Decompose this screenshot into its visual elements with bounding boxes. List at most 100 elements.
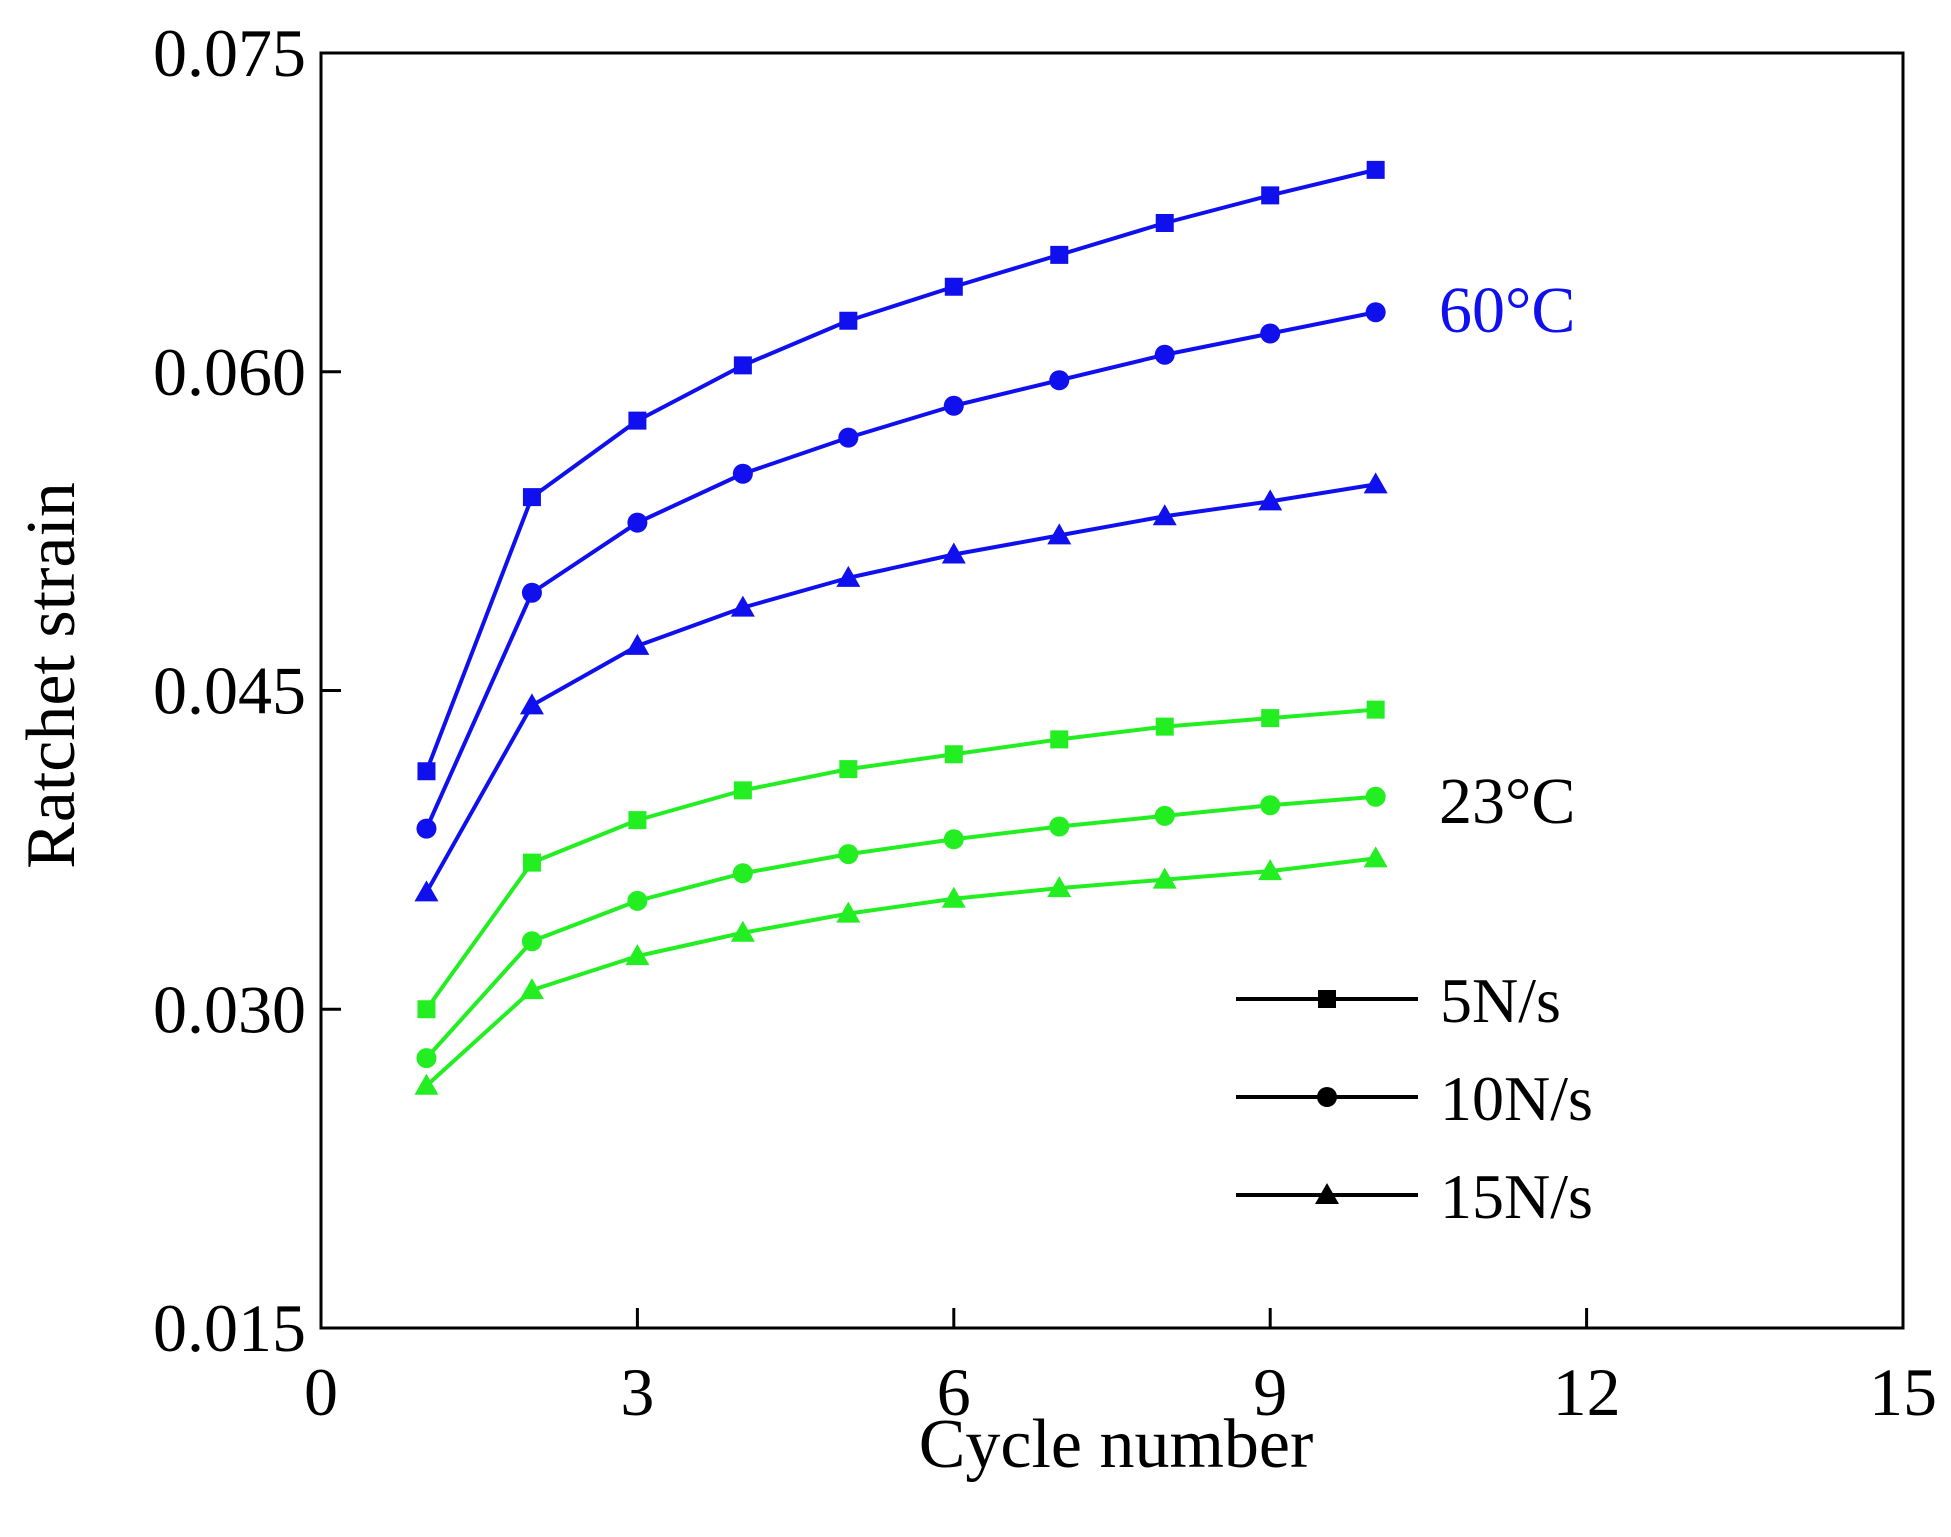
series-line (424, 707, 1376, 1011)
series-5n-s-60-c (417, 160, 1385, 781)
axis-ticks: 0 3 6 9 12 15 0.015 0.030 0.045 0.060 0.075 (153, 15, 1937, 1430)
data-point (625, 944, 650, 966)
series-line (424, 167, 1377, 772)
data-point (1152, 867, 1177, 889)
data-point (838, 427, 859, 448)
data-point (838, 844, 859, 865)
data-point (941, 886, 966, 908)
data-point (627, 512, 648, 533)
legend-item: 15N/s (1236, 1161, 1593, 1232)
data-point (1366, 700, 1385, 719)
data-point (944, 277, 963, 296)
data-point (417, 1000, 436, 1019)
data-point (732, 463, 753, 484)
data-point (1050, 730, 1069, 749)
x-axis-label: Cycle number (919, 1406, 1314, 1483)
data-point (414, 880, 439, 902)
legend-label: 15N/s (1440, 1161, 1593, 1232)
data-point (628, 811, 647, 830)
data-point (416, 818, 437, 839)
data-point (1261, 186, 1280, 205)
temperature-label: 23°C (1439, 765, 1575, 838)
data-point (839, 311, 858, 330)
data-point (1365, 786, 1386, 807)
data-point (627, 890, 648, 911)
data-point (943, 829, 964, 850)
legend: 5N/s 10N/s 15N/s (1236, 965, 1593, 1232)
data-point (519, 978, 544, 1000)
data-point (1049, 816, 1070, 837)
data-point (1363, 846, 1388, 868)
data-point (1261, 709, 1280, 728)
series-10n-s-23-c (416, 786, 1386, 1069)
data-point (522, 853, 541, 872)
legend-marker (1315, 1183, 1339, 1204)
series-15n-s-23-c (414, 846, 1388, 1095)
data-point (733, 356, 752, 375)
x-tick-label: 15 (1869, 1354, 1937, 1430)
data-point (836, 565, 861, 587)
data-point (1154, 805, 1175, 826)
data-point (628, 411, 647, 430)
data-point (839, 760, 858, 779)
data-point (944, 745, 963, 764)
data-point (732, 863, 753, 884)
y-tick-label: 0.060 (153, 334, 306, 410)
x-tick-label: 6 (937, 1354, 971, 1430)
data-point (1365, 302, 1386, 323)
data-point (941, 542, 966, 564)
data-point (414, 1073, 439, 1095)
data-point (1049, 370, 1070, 391)
y-tick-label: 0.030 (153, 971, 306, 1047)
series-group (414, 160, 1388, 1095)
x-tick-label: 0 (304, 1354, 338, 1430)
data-point (1260, 323, 1281, 344)
data-point (1050, 245, 1069, 264)
data-point (625, 633, 650, 655)
series-5n-s-23-c (417, 700, 1385, 1019)
series-15n-s-60-c (414, 472, 1388, 902)
data-point (1155, 214, 1174, 232)
data-point (1152, 504, 1177, 526)
y-axis-label: Ratchet strain (13, 482, 90, 869)
legend-marker (1317, 1087, 1337, 1107)
data-point (836, 901, 861, 923)
x-tick-label: 9 (1253, 1354, 1287, 1430)
series-line (425, 856, 1376, 1088)
series-line (424, 482, 1376, 894)
data-point (1047, 876, 1072, 898)
legend-label: 5N/s (1440, 965, 1561, 1036)
annotations: 60°C 23°C (1439, 274, 1575, 838)
x-tick-label: 3 (620, 1354, 654, 1430)
legend-label: 10N/s (1440, 1063, 1593, 1134)
data-point (1366, 160, 1385, 179)
data-point (521, 582, 542, 603)
legend-item: 5N/s (1236, 965, 1561, 1036)
data-point (1154, 344, 1175, 365)
legend-item: 10N/s (1236, 1063, 1593, 1134)
data-point (1258, 859, 1283, 881)
x-tick-label: 12 (1553, 1354, 1621, 1430)
series-line (424, 310, 1377, 830)
data-point (1260, 795, 1281, 816)
data-point (1047, 523, 1072, 545)
data-point (521, 931, 542, 952)
data-point (416, 1048, 437, 1069)
series-line (424, 794, 1376, 1060)
data-point (417, 762, 436, 781)
data-point (1155, 717, 1174, 736)
data-point (730, 595, 755, 617)
data-point (733, 781, 752, 800)
y-tick-label: 0.045 (153, 653, 306, 729)
y-tick-label: 0.075 (153, 15, 306, 91)
temperature-label: 60°C (1439, 274, 1575, 347)
data-point (943, 395, 964, 416)
data-point (730, 920, 755, 942)
y-tick-label: 0.015 (153, 1290, 306, 1366)
series-10n-s-60-c (416, 302, 1386, 839)
data-point (519, 693, 544, 715)
data-point (1363, 472, 1388, 494)
data-point (1258, 489, 1283, 511)
legend-marker (1318, 990, 1336, 1008)
